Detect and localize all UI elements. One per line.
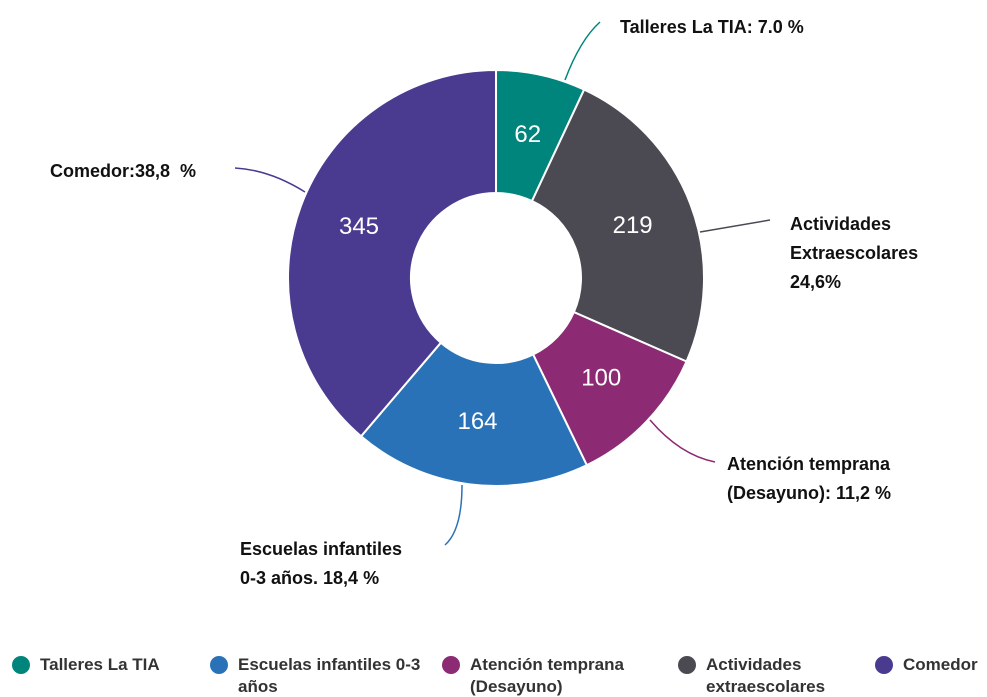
legend-swatch	[442, 656, 460, 674]
legend-swatch	[678, 656, 696, 674]
annotation: Atención temprana	[727, 454, 891, 474]
leader-line	[699, 219, 771, 233]
legend-swatch	[12, 656, 30, 674]
value-label: 164	[457, 408, 497, 435]
slice	[359, 341, 589, 487]
slice	[530, 88, 705, 363]
legend-swatch	[210, 656, 228, 674]
leader-line	[444, 484, 463, 546]
leader-line	[649, 419, 716, 463]
value-label: 345	[339, 213, 379, 240]
legend-item: Atención temprana (Desayuno)	[442, 654, 680, 697]
legend-item: Comedor	[875, 654, 978, 676]
annotation: 24,6%	[790, 272, 841, 292]
chart: 62 Talleres La TIA: 7.0 % 219 Actividades Ex…	[50, 17, 918, 588]
annotation: Extraescolares	[790, 243, 918, 263]
legend-label: Atención temprana (Desayuno)	[470, 655, 624, 696]
legend-label: Escuelas infantiles 0-3 años	[238, 655, 421, 696]
legend-label: Actividades extraescolares	[706, 655, 826, 696]
annotation: Escuelas infantiles	[240, 539, 402, 559]
value-label: 62	[514, 121, 541, 148]
leader-line	[564, 21, 601, 81]
annotation: Comedor:38,8 %	[50, 161, 196, 181]
annotation: 0-3 años. 18,4 %	[240, 568, 379, 588]
annotation: Actividades	[790, 214, 891, 234]
legend-item: Talleres La TIA	[12, 654, 160, 676]
value-label: 100	[581, 365, 621, 392]
legend-label: Talleres La TIA	[40, 655, 160, 674]
slice	[287, 68, 497, 438]
annotation: (Desayuno): 11,2 %	[727, 483, 891, 503]
legend-label: Comedor	[903, 655, 978, 674]
legend-swatch	[875, 656, 893, 674]
legend-item: Actividades extraescolares	[678, 654, 876, 697]
legend-item: Escuelas infantiles 0-3 años	[210, 654, 448, 697]
value-label: 219	[613, 212, 653, 239]
slice	[531, 310, 688, 467]
annotation: Talleres La TIA: 7.0 %	[620, 17, 804, 37]
leader-line	[234, 167, 306, 193]
